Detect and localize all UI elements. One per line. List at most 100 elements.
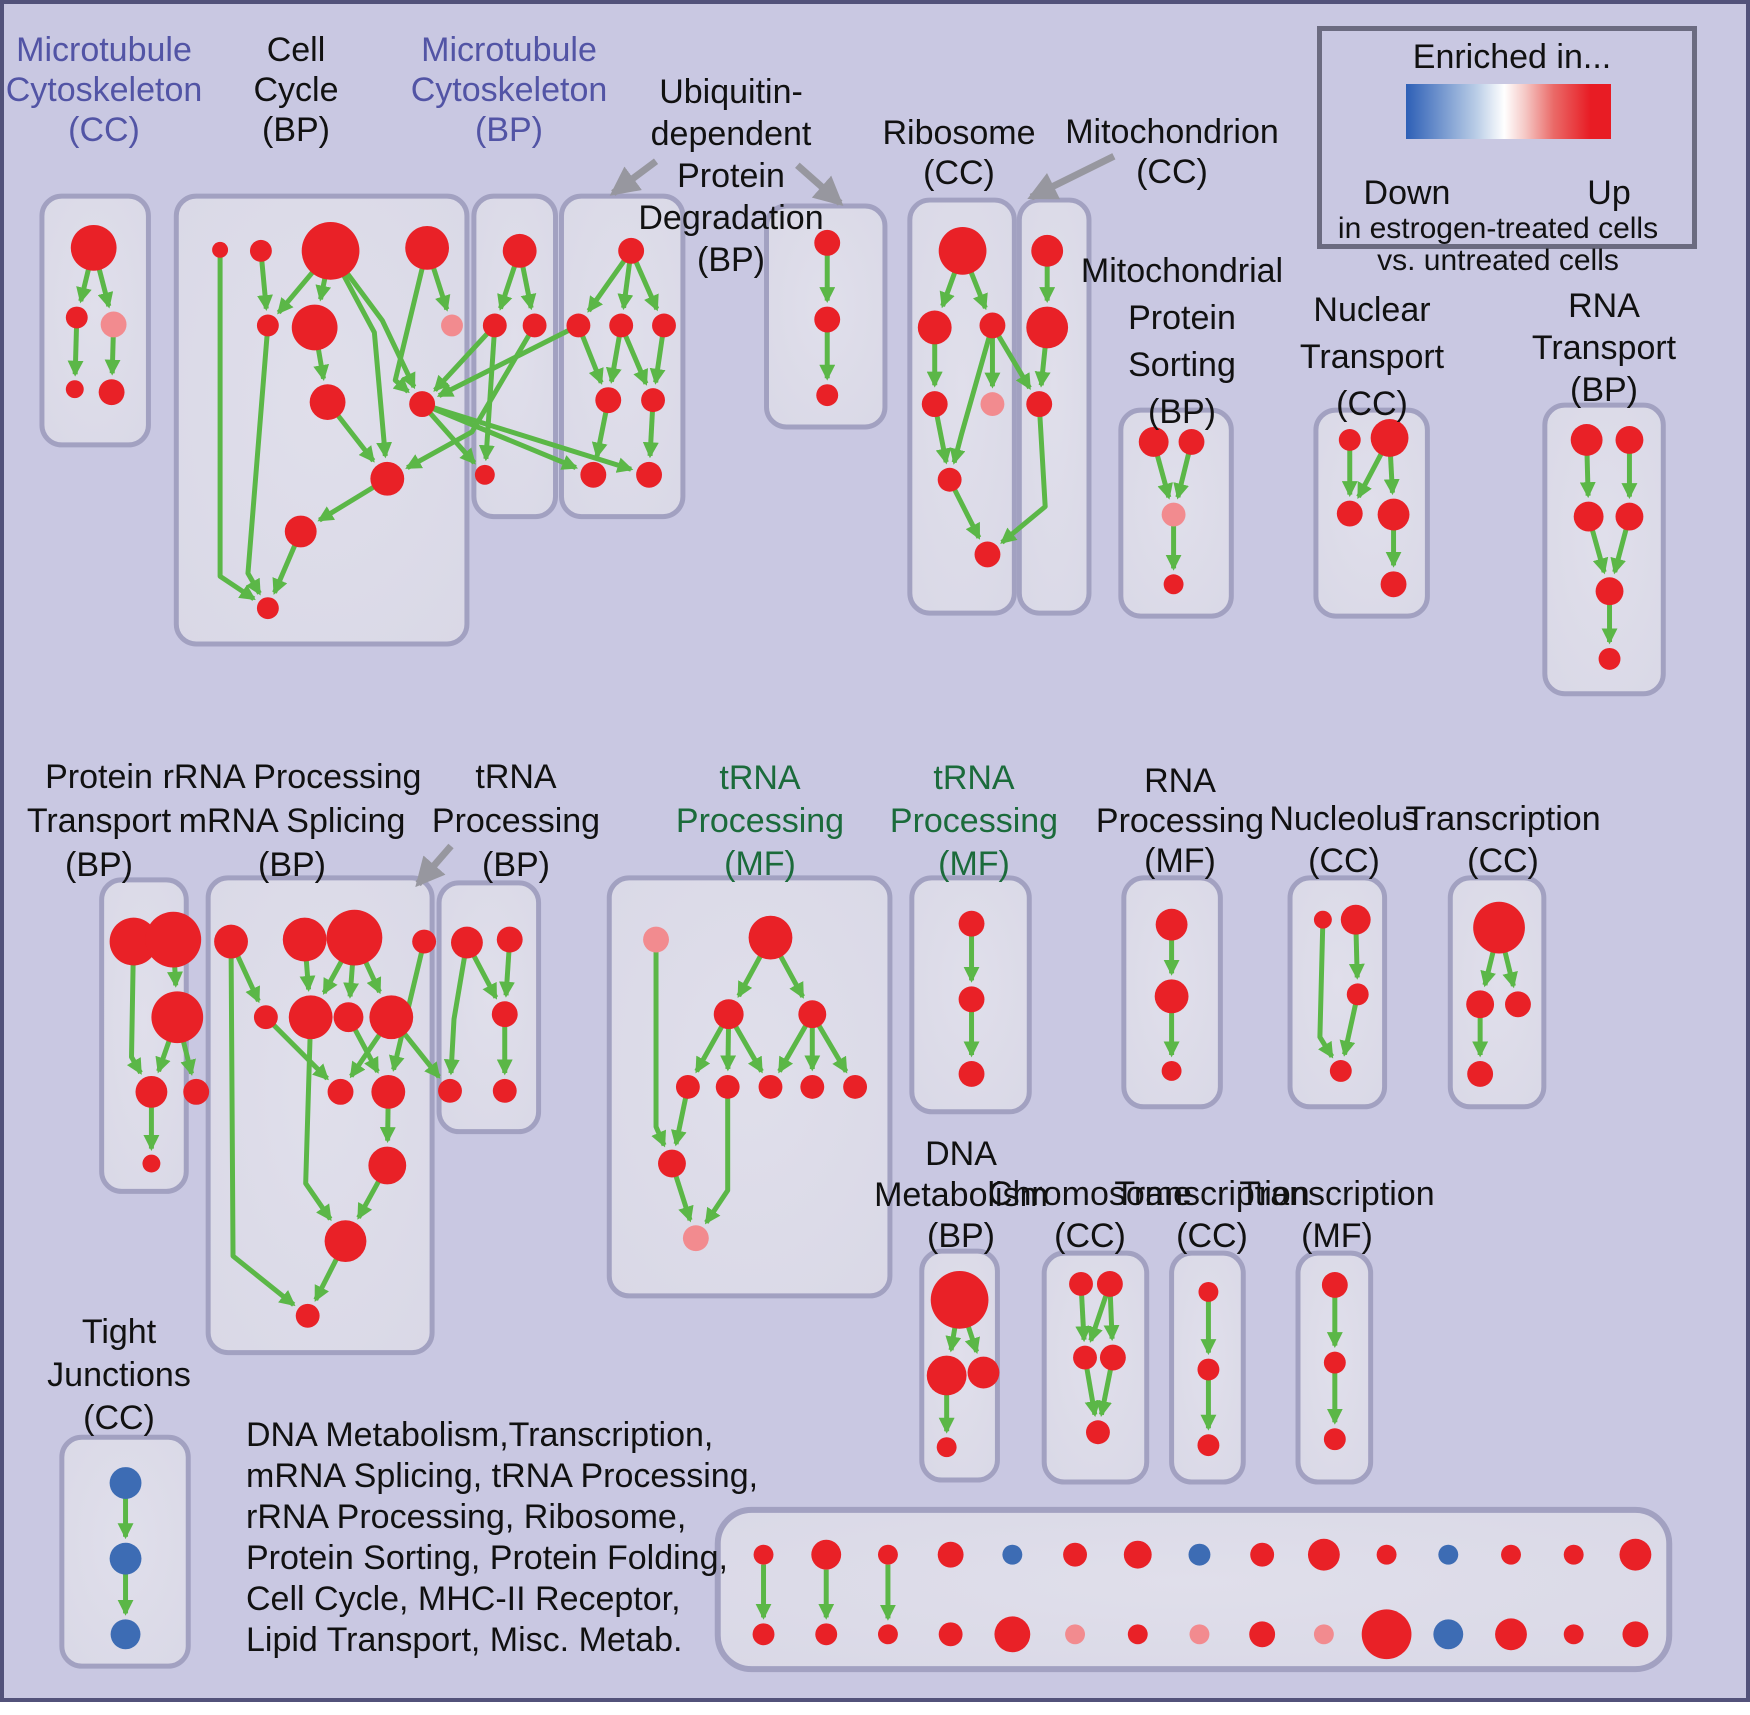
- matrix-node-bottom-4: [938, 1622, 963, 1647]
- network-node-nucleolus-m: [1346, 983, 1369, 1006]
- network-node-microtubule-cc-top: [70, 224, 117, 271]
- network-edge: [126, 941, 143, 1075]
- pointer-arrow-2: [795, 162, 844, 206]
- network-node-rrna-mrna-f: [288, 995, 333, 1040]
- matrix-node-top-4: [937, 1541, 964, 1568]
- network-node-trna-mf-small-m: [958, 986, 985, 1013]
- network-node-nuclear-transport-ml: [1336, 500, 1363, 527]
- network-node-trna-mf-large-b2: [715, 1074, 740, 1099]
- network-node-tight-junctions-m: [109, 1542, 142, 1575]
- annotation-text-line: rRNA Processing, Ribosome,: [246, 1497, 687, 1536]
- network-node-ubiq-left-m2: [609, 313, 634, 338]
- network-node-ribosome-cc-pk: [980, 392, 1005, 417]
- network-node-chromosome-b: [1086, 1420, 1110, 1445]
- network-node-mito-sorting-b: [1163, 574, 1184, 595]
- network-node-mitochondrion-cc-big: [1026, 306, 1069, 349]
- network-node-ribosome-cc-top: [938, 226, 987, 275]
- network-node-transcription-cc-mid-mr: [1505, 991, 1531, 1018]
- network-node-microtubule-bp-bot: [474, 464, 495, 485]
- network-edge: [1000, 403, 1048, 545]
- network-node-rrna-mrna-c: [326, 909, 383, 966]
- annotation-text-line: DNA Metabolism,Transcription,: [246, 1415, 714, 1454]
- network-node-trna-bp-tr: [496, 926, 523, 953]
- network-edge: [1317, 919, 1335, 1059]
- legend-box: Enriched in... Down Up in estrogen-treat…: [1317, 26, 1697, 277]
- matrix-node-top-13: [1501, 1544, 1521, 1565]
- network-node-rna-proc-mf-m: [1154, 979, 1189, 1014]
- network-node-microtubule-cc-bl: [65, 380, 84, 399]
- network-node-nuclear-transport-tr: [1370, 419, 1409, 457]
- network-node-ribosome-cc-bm: [937, 467, 962, 492]
- network-node-mito-sorting-tl: [1138, 427, 1169, 457]
- network-edge: [478, 325, 498, 462]
- network-node-protein-transport-lr: [183, 1078, 210, 1105]
- network-node-cell-cycle-c8: [409, 391, 436, 418]
- network-node-cell-cycle-c9: [370, 461, 405, 496]
- network-node-rrna-mrna-a: [214, 924, 248, 959]
- network-node-cell-cycle-c11: [256, 597, 279, 620]
- network-node-microtubule-cc-br: [98, 379, 125, 406]
- network-node-trna-bp-bl: [438, 1078, 462, 1103]
- network-node-mito-sorting-pk: [1161, 502, 1186, 527]
- matrix-node-top-9: [1250, 1542, 1275, 1567]
- matrix-node-top-11: [1376, 1544, 1397, 1565]
- network-node-dna-metab-mr: [967, 1356, 1000, 1389]
- network-node-ubiq-left-m1: [566, 313, 591, 338]
- matrix-node-top-2: [811, 1539, 842, 1570]
- network-node-tight-junctions-b: [110, 1619, 141, 1650]
- network-node-nuclear-transport-tl: [1338, 428, 1361, 451]
- network-edge: [328, 249, 417, 390]
- network-node-ubiq-left-l2: [641, 388, 665, 413]
- legend-subtitle-line2: vs. untreated cells: [1377, 244, 1619, 277]
- network-edge: [264, 1015, 329, 1081]
- network-edge: [436, 323, 580, 398]
- network-node-ubiq-left-b1: [580, 461, 607, 488]
- matrix-node-bottom-14: [1563, 1624, 1584, 1645]
- cluster-box-mitochondrion-cc: [1016, 197, 1092, 616]
- network-node-chromosome-tl: [1069, 1272, 1093, 1296]
- network-node-rna-transport-mr: [1615, 502, 1644, 531]
- network-svg: [39, 153, 1673, 1673]
- network-node-nucleolus-tr: [1340, 904, 1371, 935]
- network-node-transcription-mf-b: [1323, 1428, 1346, 1451]
- network-node-chromosome-ml: [1073, 1345, 1097, 1370]
- matrix-node-bottom-15: [1622, 1621, 1649, 1648]
- network-node-chromosome-mr: [1099, 1344, 1126, 1371]
- network-node-cell-cycle-c6: [441, 314, 463, 337]
- cluster-box-microtubule-cc: [39, 193, 151, 448]
- network-node-rna-proc-mf-t: [1155, 908, 1188, 941]
- annotation-text-line: Protein Sorting, Protein Folding,: [246, 1538, 728, 1577]
- network-node-transcription-mf-m: [1323, 1351, 1346, 1374]
- pointer-arrow-3: [1027, 153, 1116, 201]
- network-node-ubiq-right-b: [816, 384, 839, 407]
- network-node-microtubule-bp-ml: [482, 313, 507, 338]
- network-edge: [328, 249, 393, 459]
- matrix-node-bottom-12: [1433, 1619, 1464, 1650]
- network-node-cell-cycle-c2: [301, 221, 360, 280]
- network-node-rrna-mrna-m: [324, 1220, 367, 1263]
- network-node-rrna-mrna-n: [295, 1303, 320, 1328]
- network-edge: [303, 1017, 333, 1222]
- matrix-node-bottom-10: [1313, 1624, 1334, 1645]
- gradient-colorbar: [1406, 84, 1611, 139]
- matrix-node-top-15: [1619, 1538, 1652, 1571]
- network-edge: [949, 324, 995, 465]
- network-node-rna-transport-b: [1598, 647, 1621, 670]
- cluster-box-rrna-mrna: [205, 875, 435, 1356]
- network-node-protein-transport-mid: [151, 991, 204, 1044]
- matrix-node-bottom-6: [1065, 1624, 1086, 1645]
- nodes-layer: [65, 153, 1652, 1660]
- network-node-transcription-cc-bot-b: [1197, 1434, 1220, 1457]
- matrix-node-top-5: [1002, 1544, 1023, 1565]
- network-edge: [421, 401, 634, 473]
- network-node-trna-mf-large-bt: [748, 915, 793, 960]
- matrix-node-top-8: [1188, 1543, 1211, 1566]
- network-node-rna-transport-ml: [1573, 501, 1604, 532]
- network-node-trna-mf-large-b3: [758, 1074, 783, 1099]
- annotation-text-line: Cell Cycle, MHC-II Receptor,: [246, 1579, 681, 1618]
- network-node-rna-transport-c: [1595, 577, 1624, 606]
- network-node-transcription-cc-bot-m: [1197, 1358, 1220, 1381]
- network-node-protein-transport-b1: [109, 917, 158, 966]
- network-edge: [217, 249, 256, 601]
- network-node-rna-transport-tl: [1570, 424, 1603, 456]
